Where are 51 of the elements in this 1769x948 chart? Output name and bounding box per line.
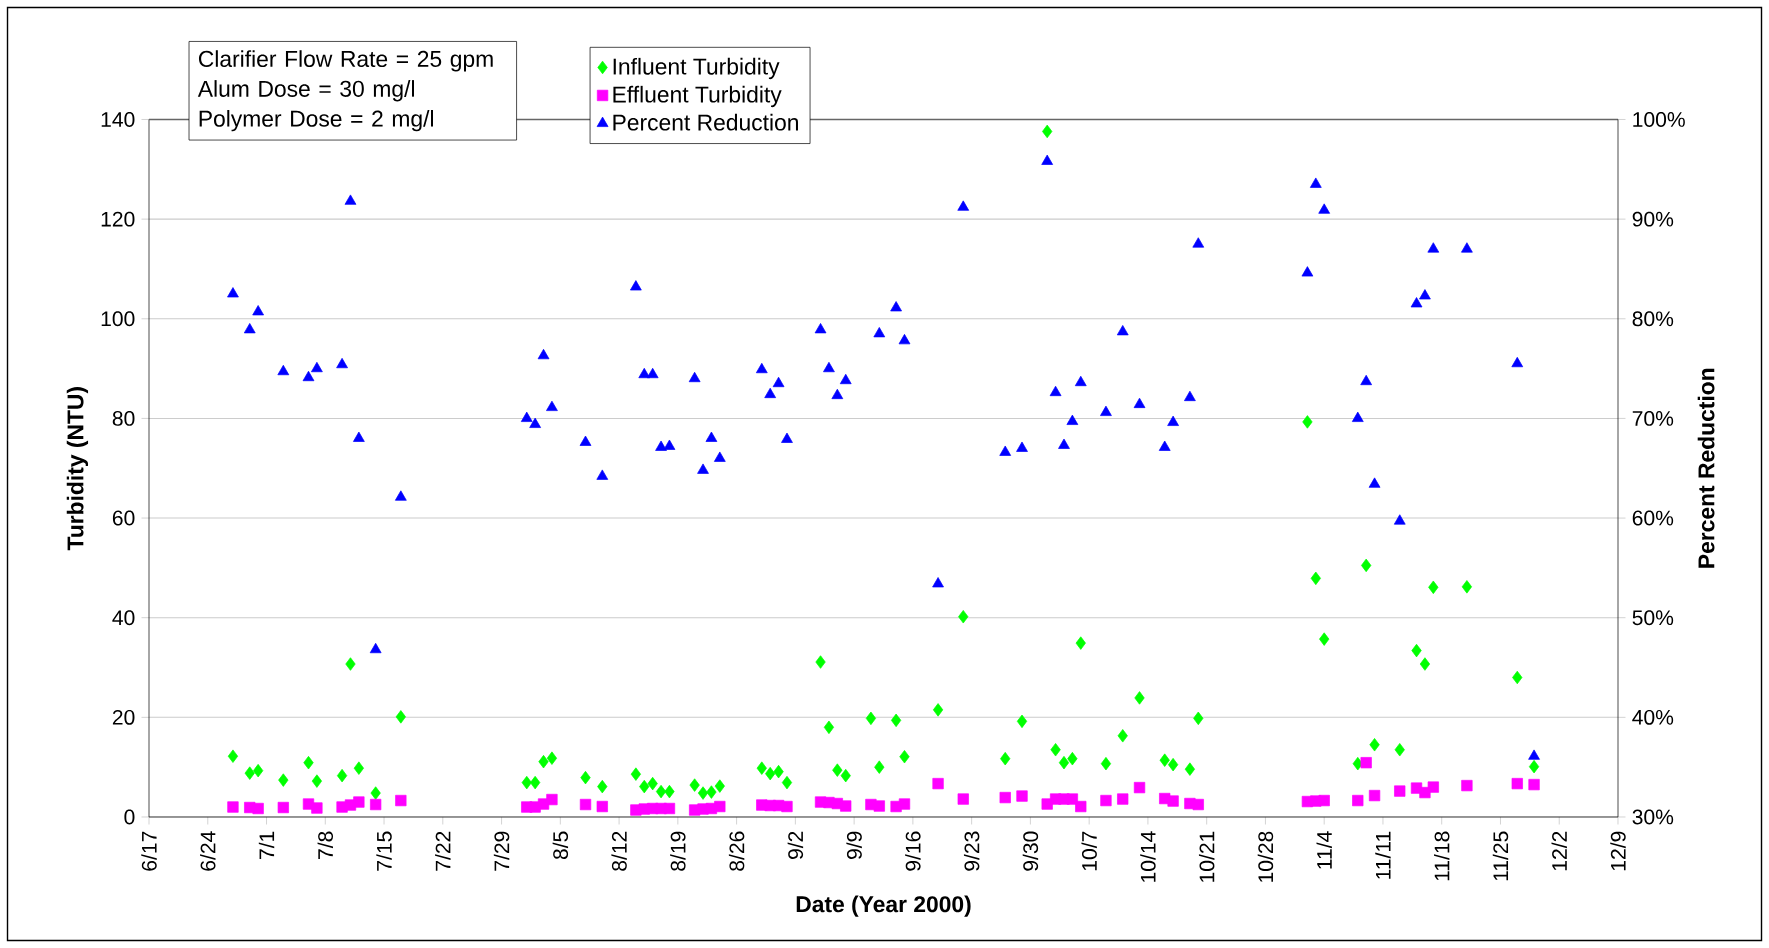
x-tick-label: 7/29 [493, 831, 510, 871]
legend-label: Percent Reduction [613, 113, 798, 131]
x-tick-label: 7/8 [317, 831, 334, 859]
x-tick-label: 6/24 [200, 831, 216, 871]
x-tick-label: 11/11 [1375, 831, 1391, 879]
y-axis-title: Turbidity (NTU) [66, 387, 89, 551]
y-tick-label: 0 [124, 809, 135, 825]
y-tick-label: 120 [101, 211, 135, 227]
x-tick-label: 12/2 [1551, 831, 1567, 871]
x-tick-label: 9/9 [846, 831, 862, 860]
y2-tick-label: 60% [1632, 510, 1674, 526]
x-tick-label: 12/9 [1610, 831, 1626, 871]
y2-tick-label: 90% [1632, 211, 1674, 227]
x-tick-label: 7/15 [376, 831, 392, 871]
x-tick-label: 8/12 [611, 831, 627, 871]
y-tick-label: 100 [101, 311, 135, 327]
x-tick-label: 7/1 [258, 831, 275, 859]
x-tick-label: 7/22 [435, 831, 451, 871]
x-tick-label: 6/17 [141, 831, 157, 871]
x-tick-label: 11/18 [1433, 831, 1450, 881]
text: Clarifier Flow Rate = 25 gpm [198, 50, 493, 72]
y2-tick-label: 100% [1633, 112, 1685, 127]
x-tick-label: 8/5 [552, 831, 569, 860]
y2-tick-label: 30% [1632, 809, 1674, 825]
y2-tick-label: 40% [1632, 709, 1674, 725]
y-tick-label: 20 [112, 709, 135, 725]
x-tick-label: 8/19 [670, 831, 686, 871]
legend-label: Effluent Turbidity [613, 85, 782, 108]
y-tick-label: 60 [112, 510, 135, 526]
x-tick-label: 8/26 [728, 831, 745, 871]
x-tick-label: 10/7 [1081, 831, 1097, 871]
legend-label: Influent Turbidity [613, 57, 780, 80]
y2-tick-label: 70% [1632, 410, 1674, 426]
x-tick-label: 9/30 [1022, 831, 1039, 871]
x-tick-label: 9/2 [787, 831, 804, 860]
y2-tick-label: 50% [1632, 610, 1674, 626]
x-tick-label: 9/23 [963, 831, 980, 871]
y2-axis-title: Percent Reduction [1697, 368, 1715, 568]
x-tick-label: 9/16 [905, 831, 921, 871]
annotation: Polymer Dose = 2 mg/l [199, 109, 434, 132]
y-tick-label: 40 [112, 610, 135, 626]
x-tick-label: 11/4 [1316, 831, 1332, 869]
x-tick-label: 10/28 [1257, 831, 1274, 882]
y-tick-label: 80 [112, 410, 135, 426]
x-axis-title: Date (Year 2000) [796, 895, 971, 917]
x-tick-label: 10/21 [1198, 831, 1215, 882]
text: Alum Dose = 30 mg/l [197, 80, 414, 102]
x-tick-label: 10/14 [1140, 831, 1156, 882]
x-tick-label: 11/25 [1492, 831, 1509, 881]
y-tick-label: 140 [101, 112, 135, 127]
y2-tick-label: 80% [1632, 311, 1674, 327]
